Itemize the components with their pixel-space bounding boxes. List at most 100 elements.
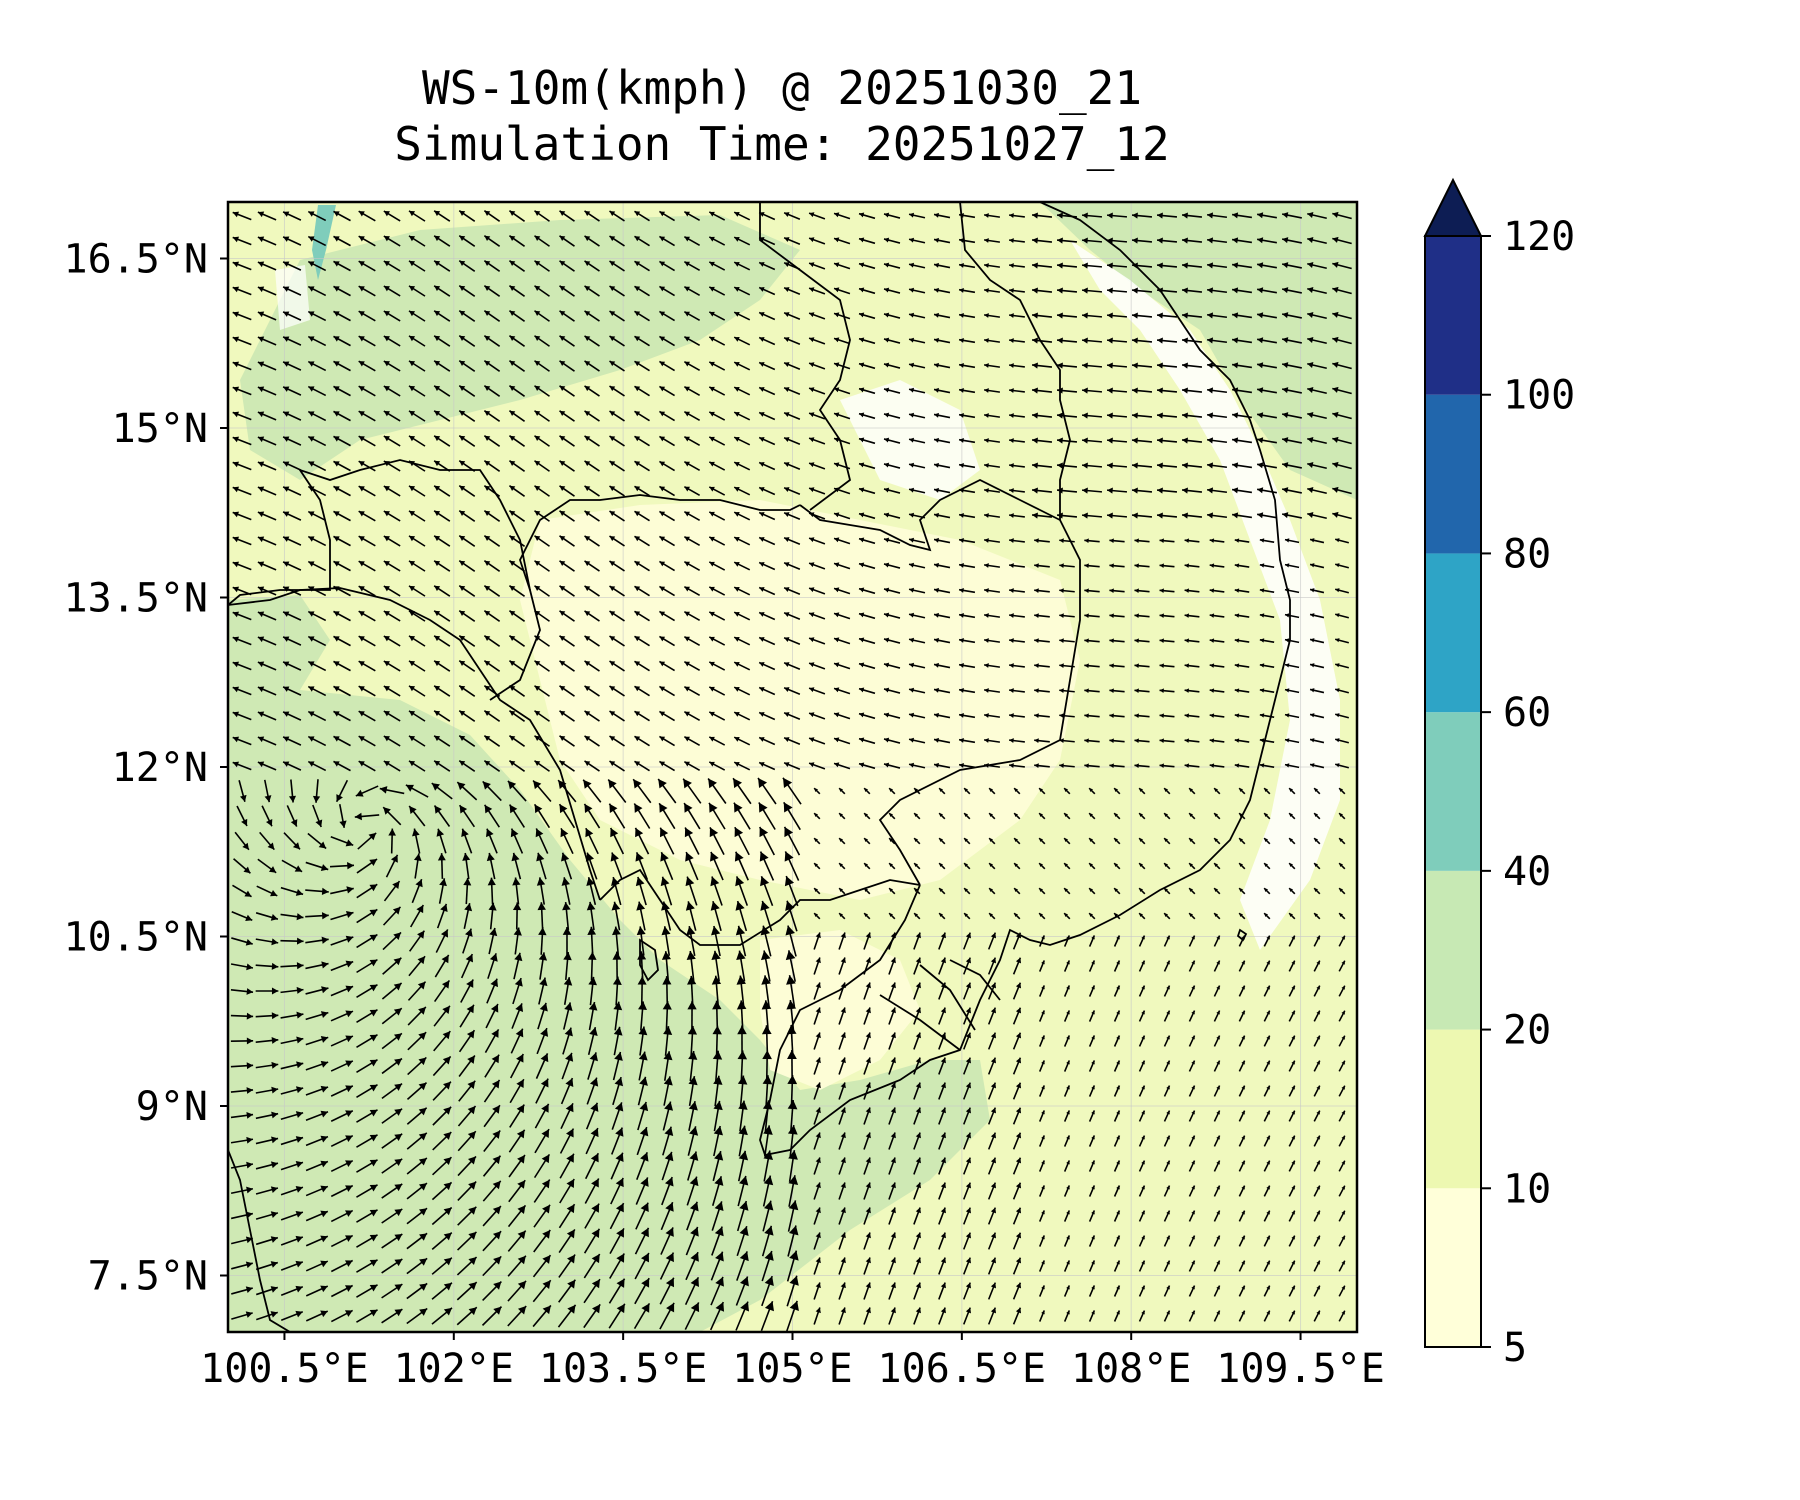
wind-arrow-head [1041, 1235, 1045, 1240]
wind-arrow-head [1082, 312, 1088, 319]
wind-arrow-head [1034, 613, 1039, 619]
wind-arrow-head [1291, 1085, 1295, 1090]
colorbar-segment [1425, 236, 1481, 395]
wind-arrow-head [321, 912, 329, 920]
wind-arrow-head [959, 737, 964, 743]
wind-arrow-head [565, 1078, 574, 1087]
wind-arrow-head [413, 853, 422, 862]
wind-arrow-head [784, 537, 790, 543]
wind-arrow-head [914, 888, 919, 893]
wind-arrow-head [784, 212, 790, 218]
wind-arrow-head [393, 957, 402, 966]
wind-arrow-head [1139, 888, 1144, 893]
wind-arrow-head [459, 635, 466, 642]
wind-arrow-head [1132, 437, 1138, 444]
wind-arrow-head [434, 535, 441, 542]
wind-arrow-head [1191, 1110, 1195, 1115]
wind-arrow-head [409, 585, 416, 592]
wind-arrow-head [1066, 1210, 1070, 1215]
wind-arrow-head [1141, 1185, 1145, 1190]
wind-arrow-head [990, 1307, 997, 1314]
wind-arrow-head [484, 435, 491, 442]
wind-arrow-head [990, 982, 997, 989]
wind-arrow-head [561, 877, 570, 886]
wind-arrow-head [308, 236, 315, 242]
wind-arrow-head [984, 438, 989, 443]
wind-arrow-head [1259, 638, 1265, 643]
wind-arrow-head [709, 711, 715, 717]
wind-arrow-head [1316, 960, 1320, 965]
wind-arrow-head [734, 536, 740, 542]
wind-arrow-head [1335, 613, 1340, 618]
wind-arrow-head [394, 1058, 402, 1066]
wind-arrow-head [934, 262, 939, 268]
wind-arrow-head [271, 1012, 279, 1020]
wind-arrow-head [383, 736, 390, 742]
wind-arrow-head [909, 412, 915, 418]
wind-arrow-head [585, 852, 595, 862]
wind-arrow-head [1207, 287, 1214, 294]
wind-arrow-head [710, 876, 720, 887]
wind-arrow-head [834, 637, 840, 643]
wind-arrow-head [1057, 212, 1063, 219]
wind-arrow-head [788, 1200, 799, 1211]
wind-arrow-head [609, 311, 616, 317]
wind-arrow-head [1207, 512, 1214, 519]
wind-arrow-head [1241, 1210, 1245, 1215]
wind-arrow-head [1114, 788, 1119, 793]
wind-arrow-head [488, 902, 497, 911]
wind-arrow-head [784, 762, 790, 768]
wind-arrow-head [1182, 437, 1188, 444]
wind-arrow-head [1182, 512, 1188, 519]
wind-arrow-head [1166, 935, 1170, 940]
wind-arrow-head [984, 713, 989, 718]
wind-arrow-head [1234, 688, 1240, 693]
wind-arrow-head [784, 687, 790, 693]
wind-arrow-head [270, 1186, 278, 1194]
wind-arrow-head [659, 611, 666, 617]
wind-arrow-head [638, 1001, 648, 1010]
wind-arrow-head [659, 636, 666, 642]
wind-arrow-head [437, 853, 446, 861]
wind-arrow-head [662, 1001, 672, 1010]
wind-arrow-head [890, 1032, 896, 1039]
wind-arrow-head [467, 1156, 476, 1165]
wind-arrow-head [1291, 1035, 1295, 1040]
wind-arrow-head [815, 1207, 821, 1214]
wind-arrow-head [815, 1257, 821, 1264]
colorbar-tick-label: 80 [1503, 531, 1551, 577]
wind-arrow-head [865, 1257, 871, 1264]
wind-arrow-head [358, 561, 365, 567]
wind-arrow-head [308, 511, 315, 517]
wind-arrow-head [232, 761, 240, 768]
wind-arrow-head [865, 1032, 871, 1039]
wind-arrow-head [1032, 312, 1038, 319]
wind-arrow-head [660, 876, 670, 887]
wind-arrow-head [809, 437, 815, 443]
wind-arrow-head [1107, 237, 1113, 244]
wind-arrow-head [1184, 663, 1190, 668]
wind-arrow-head [443, 1132, 452, 1140]
wind-arrow-head [984, 238, 989, 243]
wind-arrow-head [609, 411, 616, 417]
wind-arrow-head [542, 1229, 551, 1239]
wind-arrow-head [759, 587, 765, 592]
colorbar-segment [1425, 1029, 1481, 1189]
wind-arrow-head [1057, 287, 1063, 294]
wind-arrow-head [1157, 337, 1163, 344]
wind-arrow-head [884, 212, 890, 218]
wind-arrow-head [1189, 813, 1194, 818]
wind-arrow-head [864, 863, 869, 868]
wind-arrow-head [609, 803, 618, 813]
wind-arrow-head [784, 362, 790, 368]
wind-arrow-head [542, 1305, 551, 1315]
wind-arrow-head [1182, 487, 1188, 494]
wind-arrow-head [684, 261, 690, 267]
wind-arrow-head [295, 1086, 304, 1094]
wind-arrow-head [758, 802, 768, 813]
wind-arrow-head [934, 337, 939, 343]
wind-arrow-head [559, 235, 566, 242]
wind-arrow-head [583, 779, 592, 789]
wind-arrow-head [637, 951, 647, 960]
wind-arrow-head [1291, 1235, 1295, 1240]
